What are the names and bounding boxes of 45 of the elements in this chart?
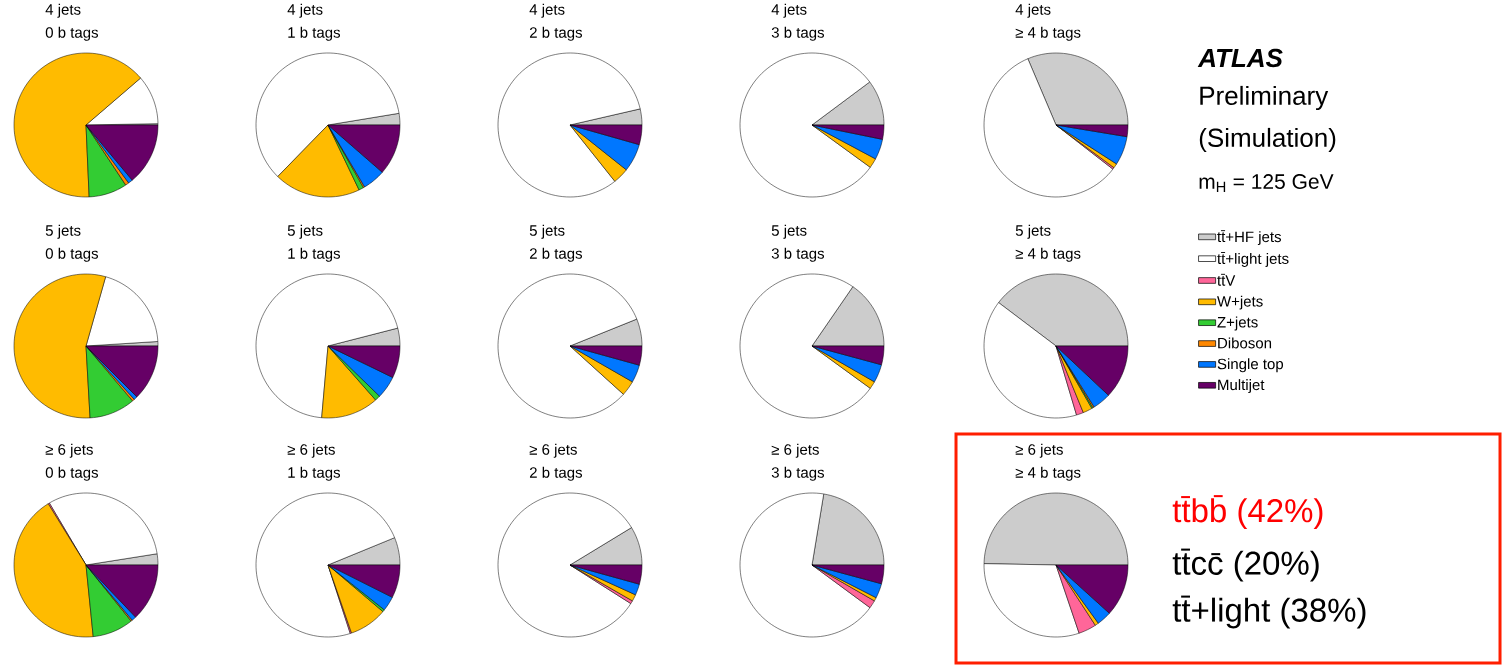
legend-label: Z+jets bbox=[1217, 316, 1258, 331]
chart-subtitle: ≥ 4 b tags bbox=[1015, 26, 1081, 41]
chart-subtitle: 0 b tags bbox=[45, 247, 99, 262]
legend-label: tt̄+HF jets bbox=[1217, 230, 1282, 246]
text: tt̄cc̄ (20%) bbox=[1172, 548, 1319, 582]
chart-title: 5 jets bbox=[45, 224, 81, 239]
legend-label: tt̄V bbox=[1217, 273, 1236, 286]
chart-title: ≥ 6 jets bbox=[1015, 443, 1063, 458]
legend-label: Diboson bbox=[1218, 337, 1272, 349]
chart-title: 5 jets bbox=[287, 224, 323, 239]
chart-title: ≥ 6 jets bbox=[287, 443, 335, 458]
text: tt̄+light (38%) bbox=[1172, 595, 1366, 629]
chart-subtitle: 3 b tags bbox=[771, 466, 825, 481]
chart-subtitle: 1 b tags bbox=[288, 247, 341, 262]
text: (Simulation) bbox=[1199, 127, 1336, 153]
chart-title: 4 jets bbox=[287, 3, 323, 18]
chart-title: 4 jets bbox=[1015, 3, 1051, 18]
chart-title: 5 jets bbox=[1015, 224, 1051, 239]
chart-title: 5 jets bbox=[529, 224, 565, 239]
chart-subtitle: 1 b tags bbox=[288, 466, 341, 481]
text: ≥ 4 b tags bbox=[1015, 247, 1081, 262]
chart-subtitle: ≥ 4 b tags bbox=[1015, 466, 1081, 481]
text: ATLAS bbox=[1197, 48, 1283, 68]
chart-subtitle: 3 b tags bbox=[771, 247, 825, 262]
chart-subtitle: 1 b tags bbox=[288, 26, 341, 41]
chart-title: 4 jets bbox=[45, 3, 81, 18]
chart-title: 4 jets bbox=[529, 3, 565, 18]
text: m$_{H}$ = 125 GeV bbox=[1199, 174, 1334, 192]
chart-subtitle: 2 b tags bbox=[529, 26, 583, 41]
legend-label: tt̄+light jets bbox=[1217, 252, 1289, 267]
chart-title: ≥ 6 jets bbox=[529, 443, 577, 458]
text: tt̄bb̄ (42%) bbox=[1172, 495, 1323, 529]
legend-label: Single top bbox=[1217, 358, 1284, 373]
chart-subtitle: 2 b tags bbox=[529, 247, 583, 262]
chart-subtitle: 0 b tags bbox=[45, 466, 99, 481]
text: Preliminary bbox=[1200, 85, 1329, 111]
legend-label: W+jets bbox=[1217, 295, 1263, 310]
chart-title: 5 jets bbox=[771, 224, 807, 239]
chart-subtitle: 0 b tags bbox=[45, 26, 99, 41]
chart-title: ≥ 6 jets bbox=[771, 443, 819, 458]
legend-label: Multijet bbox=[1218, 379, 1265, 394]
chart-subtitle: 3 b tags bbox=[771, 26, 825, 41]
chart-title: ≥ 6 jets bbox=[45, 443, 93, 458]
chart-subtitle: 2 b tags bbox=[529, 466, 583, 481]
chart-title: 4 jets bbox=[771, 3, 807, 18]
